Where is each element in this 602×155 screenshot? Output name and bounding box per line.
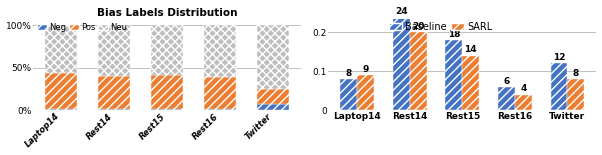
Bar bbox=[151, 109, 183, 110]
Bar bbox=[98, 109, 130, 110]
Bar bbox=[45, 73, 77, 109]
Bar bbox=[445, 40, 462, 110]
Text: 6: 6 bbox=[503, 77, 509, 86]
Bar bbox=[462, 56, 479, 110]
Text: 24: 24 bbox=[395, 7, 408, 16]
Title: Bias Labels Distribution: Bias Labels Distribution bbox=[97, 8, 237, 18]
Bar bbox=[257, 104, 289, 110]
Text: 8: 8 bbox=[346, 69, 352, 78]
Bar bbox=[257, 89, 289, 104]
Bar bbox=[515, 95, 532, 110]
Bar bbox=[45, 109, 77, 110]
Bar bbox=[393, 17, 410, 110]
Bar bbox=[340, 79, 357, 110]
Text: 4: 4 bbox=[520, 84, 526, 93]
Text: 9: 9 bbox=[362, 65, 368, 74]
Text: 20: 20 bbox=[412, 22, 424, 31]
Bar bbox=[551, 63, 568, 110]
Bar bbox=[151, 75, 183, 109]
Bar bbox=[204, 77, 236, 109]
Text: 8: 8 bbox=[573, 69, 579, 78]
Bar bbox=[410, 32, 426, 110]
Text: 12: 12 bbox=[553, 53, 565, 62]
Bar bbox=[151, 25, 183, 75]
Bar bbox=[498, 87, 515, 110]
Bar bbox=[98, 76, 130, 109]
Bar bbox=[204, 109, 236, 110]
Bar bbox=[45, 25, 77, 73]
Text: 14: 14 bbox=[464, 45, 477, 54]
Text: 18: 18 bbox=[448, 30, 460, 39]
Legend: Neg, Pos, Neu: Neg, Pos, Neu bbox=[37, 23, 127, 32]
Bar bbox=[568, 79, 585, 110]
Bar bbox=[204, 25, 236, 77]
Bar bbox=[98, 25, 130, 76]
Bar bbox=[257, 25, 289, 89]
Bar bbox=[357, 75, 374, 110]
Legend: Baseline, SARL: Baseline, SARL bbox=[389, 22, 492, 32]
